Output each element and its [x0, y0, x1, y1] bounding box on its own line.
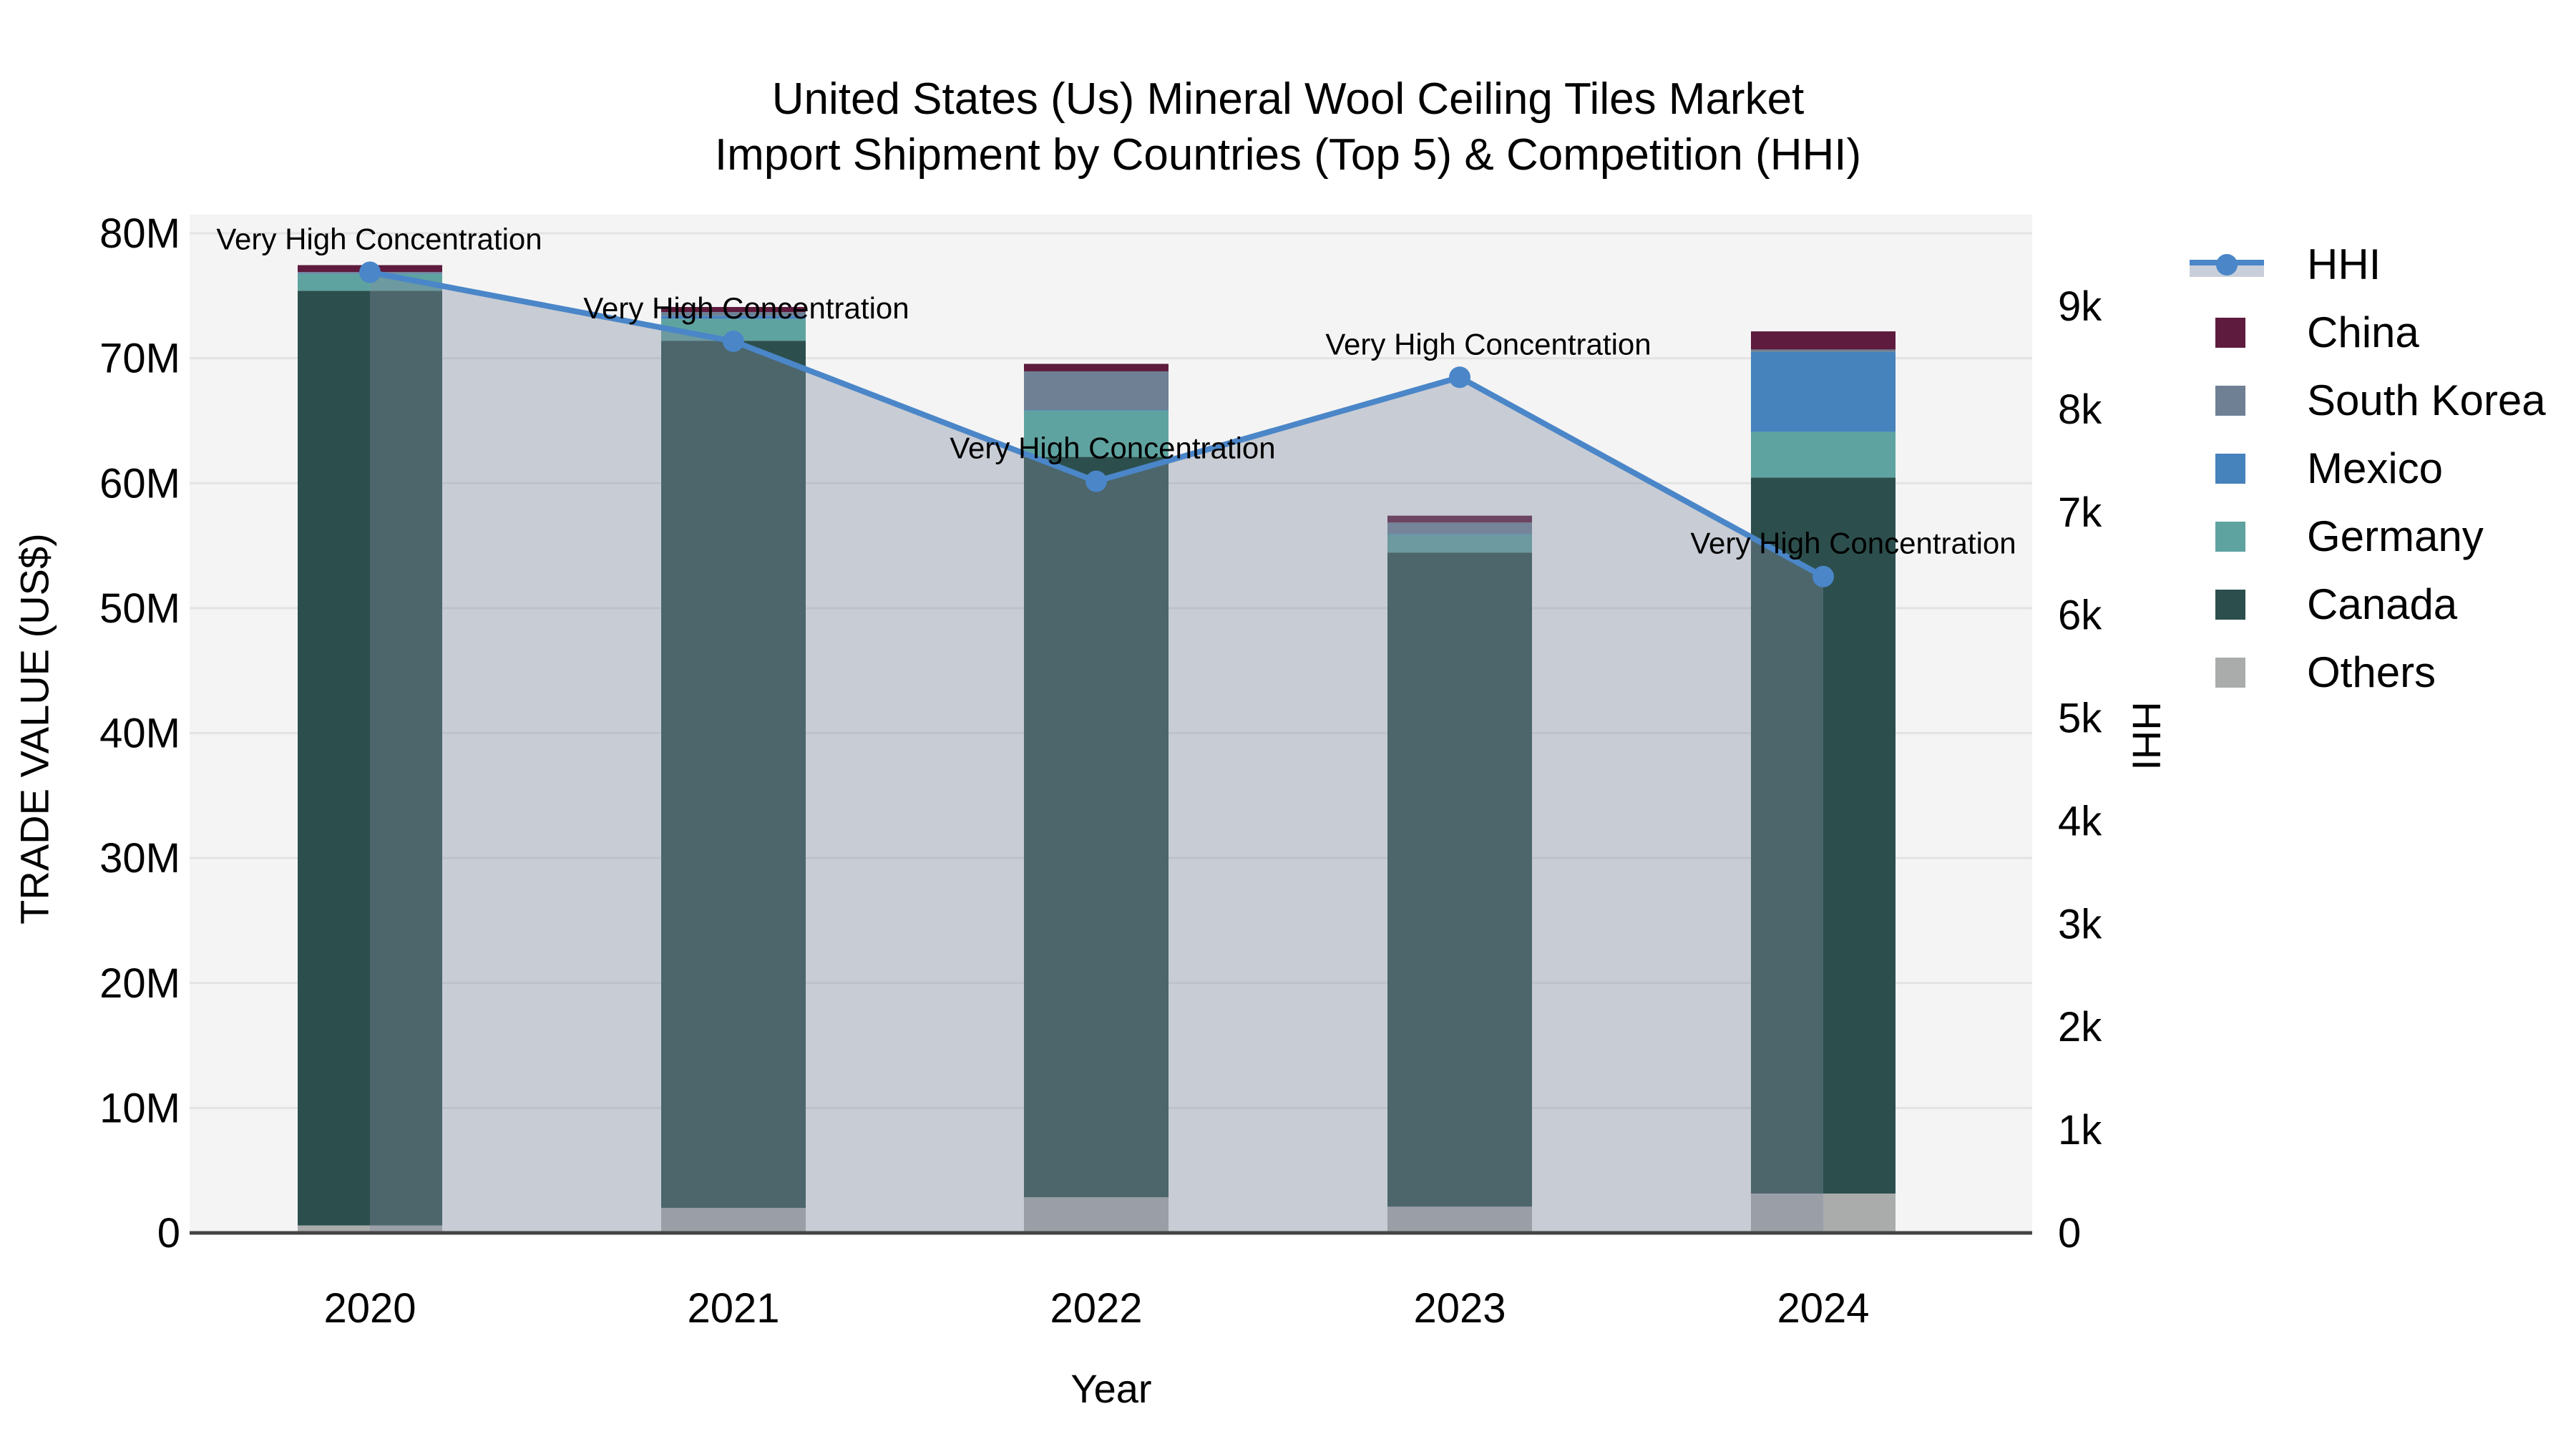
- bar-segment-canada-2021[interactable]: [661, 341, 806, 1209]
- y-right-tick-label: 5k: [2058, 696, 2102, 742]
- legend-line-symbol: [2188, 253, 2296, 277]
- annotation-2021: Very High Concentration: [583, 291, 909, 325]
- bar-segment-mexico-2023[interactable]: [1387, 533, 1532, 535]
- legend-swatch: [2188, 589, 2296, 620]
- y-axis-right-title: HHI: [2124, 701, 2170, 771]
- bar-segment-china-2021[interactable]: [661, 307, 806, 313]
- legend-label: Canada: [2307, 580, 2458, 628]
- chart-title-line1: United States (Us) Mineral Wool Ceiling …: [771, 74, 1805, 124]
- legend-swatch: [2188, 317, 2296, 348]
- hhi-area-fill: [370, 272, 1823, 1234]
- y-right-tick-label: 3k: [2058, 901, 2102, 947]
- y-left-tick-label: 80M: [99, 210, 180, 257]
- bar-segment-canada-2022[interactable]: [1024, 457, 1169, 1198]
- x-axis-title: Year: [1070, 1366, 1152, 1411]
- x-tick-label: 2024: [1777, 1285, 1869, 1332]
- bar-segment-others-2024[interactable]: [1751, 1193, 1896, 1233]
- y-left-tick-label: 70M: [99, 336, 180, 382]
- x-tick-label: 2023: [1413, 1285, 1506, 1332]
- legend-item-mexico[interactable]: Mexico: [2188, 434, 2546, 502]
- bar-segment-others-2023[interactable]: [1387, 1206, 1532, 1233]
- hhi-marker-2024[interactable]: [1813, 565, 1834, 587]
- x-tick-label: 2022: [1050, 1285, 1142, 1332]
- y-left-tick-label: 50M: [99, 585, 180, 632]
- y-right-tick-label: 2k: [2058, 1004, 2102, 1050]
- y-axis-left-title: TRADE VALUE (US$): [11, 533, 57, 924]
- annotation-2022: Very High Concentration: [950, 431, 1275, 465]
- bar-segment-south-korea-2022[interactable]: [1024, 371, 1169, 411]
- legend-item-hhi[interactable]: HHI: [2188, 230, 2546, 298]
- hhi-marker-2023[interactable]: [1449, 366, 1470, 389]
- legend-item-china[interactable]: China: [2188, 298, 2546, 366]
- bar-segment-south-korea-2024[interactable]: [1751, 349, 1896, 352]
- annotation-2024: Very High Concentration: [1690, 527, 2016, 560]
- bar-segment-mexico-2021[interactable]: [661, 316, 806, 319]
- bar-segment-canada-2020[interactable]: [298, 291, 442, 1226]
- legend-label: Germany: [2307, 512, 2484, 560]
- bar-segment-others-2022[interactable]: [1024, 1197, 1169, 1233]
- legend-item-germany[interactable]: Germany: [2188, 502, 2546, 570]
- bar-segment-south-korea-2021[interactable]: [661, 312, 806, 316]
- y-right-tick-label: 9k: [2058, 283, 2102, 330]
- bar-segment-canada-2023[interactable]: [1387, 552, 1532, 1207]
- legend-label: Others: [2307, 648, 2436, 696]
- bar-segment-china-2022[interactable]: [1024, 364, 1169, 371]
- bar-segment-south-korea-2023[interactable]: [1387, 522, 1532, 534]
- legend-swatch: [2188, 453, 2296, 484]
- bar-segment-others-2021[interactable]: [661, 1208, 806, 1233]
- legend-item-others[interactable]: Others: [2188, 638, 2546, 706]
- hhi-marker-2021[interactable]: [723, 330, 744, 352]
- y-right-tick-label: 6k: [2058, 592, 2102, 639]
- y-right-tick-label: 1k: [2058, 1107, 2102, 1153]
- annotation-2020: Very High Concentration: [216, 223, 542, 256]
- legend-item-canada[interactable]: Canada: [2188, 570, 2546, 638]
- legend: HHI China South Korea Mexico Germany Canada Ot…: [2188, 230, 2546, 706]
- bar-segment-canada-2024[interactable]: [1751, 477, 1896, 1194]
- annotation-2023: Very High Concentration: [1325, 327, 1651, 361]
- x-tick-label: 2020: [323, 1285, 416, 1332]
- legend-swatch: [2188, 657, 2296, 688]
- bar-segment-mexico-2022[interactable]: [1024, 410, 1169, 411]
- bar-segment-others-2020[interactable]: [298, 1225, 442, 1233]
- legend-item-south-korea[interactable]: South Korea: [2188, 366, 2546, 434]
- bar-segment-germany-2024[interactable]: [1751, 431, 1896, 478]
- y-right-tick-label: 4k: [2058, 798, 2102, 844]
- legend-swatch: [2188, 521, 2296, 552]
- y-left-tick-label: 30M: [99, 835, 180, 882]
- y-right-tick-label: 0: [2058, 1210, 2081, 1257]
- bar-segment-germany-2022[interactable]: [1024, 410, 1169, 457]
- y-right-tick-label: 7k: [2058, 489, 2102, 536]
- legend-swatch: [2188, 385, 2296, 416]
- bar-segment-china-2024[interactable]: [1751, 331, 1896, 350]
- hhi-marker-2022[interactable]: [1085, 470, 1107, 492]
- legend-label: HHI: [2307, 240, 2381, 288]
- y-left-tick-label: 40M: [99, 711, 180, 757]
- bar-segment-china-2023[interactable]: [1387, 515, 1532, 523]
- x-tick-label: 2021: [687, 1285, 779, 1332]
- legend-label: South Korea: [2307, 376, 2546, 424]
- y-left-tick-label: 20M: [99, 960, 180, 1007]
- bar-segment-mexico-2024[interactable]: [1751, 351, 1896, 432]
- chart-title-line2: Import Shipment by Countries (Top 5) & C…: [714, 130, 1862, 180]
- hhi-marker-2020[interactable]: [359, 261, 381, 283]
- legend-label: China: [2307, 308, 2419, 356]
- y-right-tick-label: 8k: [2058, 386, 2102, 433]
- y-left-tick-label: 60M: [99, 460, 180, 507]
- y-left-tick-label: 10M: [99, 1085, 180, 1131]
- y-left-tick-label: 0: [157, 1210, 180, 1257]
- legend-label: Mexico: [2307, 444, 2444, 492]
- chart-title: United States (Us) Mineral Wool Ceiling …: [572, 72, 2004, 183]
- bar-segment-germany-2023[interactable]: [1387, 534, 1532, 553]
